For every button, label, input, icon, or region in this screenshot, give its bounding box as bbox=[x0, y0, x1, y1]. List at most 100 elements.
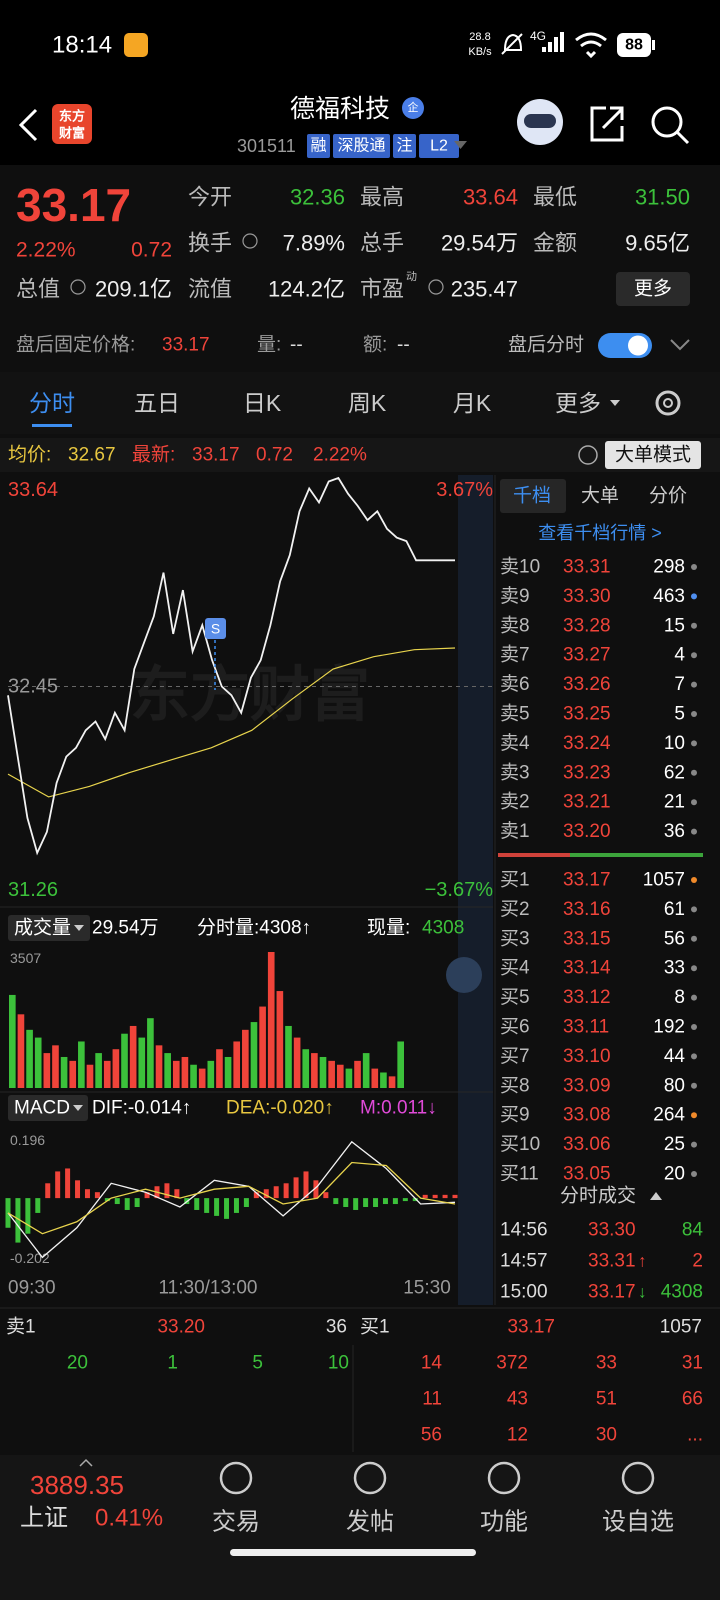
book-price: 33.17 bbox=[563, 870, 611, 891]
book-price: 33.10 bbox=[563, 1046, 611, 1067]
nav-item[interactable]: 设自选 bbox=[602, 1509, 674, 1536]
book-volume: 264 bbox=[653, 1105, 685, 1126]
queue-order: 56 bbox=[421, 1425, 442, 1446]
badge bbox=[402, 97, 424, 119]
volume-bar bbox=[380, 1072, 387, 1088]
search-icon[interactable] bbox=[651, 106, 683, 138]
book-dot bbox=[691, 652, 697, 659]
x-tick-label: 09:30 bbox=[8, 1278, 56, 1299]
nav-icon bbox=[621, 1461, 655, 1495]
book-link[interactable]: 查看千档行情 > bbox=[538, 523, 662, 543]
volume-bar bbox=[233, 1041, 241, 1088]
macd-bar bbox=[412, 1198, 418, 1202]
tab[interactable]: 五日 bbox=[134, 390, 180, 416]
book-tab[interactable]: 大单 bbox=[581, 485, 619, 507]
y-tick-label: -0.202 bbox=[10, 1250, 50, 1266]
volume-bar bbox=[388, 1076, 396, 1088]
net-unit: KB/s bbox=[468, 46, 492, 58]
macd-bar bbox=[65, 1168, 71, 1199]
book-price: 33.25 bbox=[563, 704, 611, 725]
latest-value: 33.17 bbox=[192, 445, 240, 466]
book-label: 买1 bbox=[500, 870, 530, 891]
book-dot bbox=[691, 799, 697, 806]
book-label: 卖5 bbox=[500, 703, 530, 725]
book-price: 33.08 bbox=[563, 1105, 611, 1126]
book-dot bbox=[691, 1082, 697, 1089]
queue-order: 1 bbox=[167, 1353, 178, 1374]
y-tick-label: 0.196 bbox=[10, 1132, 45, 1148]
book-price: 33.06 bbox=[563, 1134, 611, 1155]
after-hours-label: 额: bbox=[363, 334, 387, 356]
after-hours-label: 盘后固定价格: bbox=[16, 334, 135, 356]
book-price: 33.21 bbox=[563, 792, 611, 813]
book-price: 33.14 bbox=[563, 958, 611, 979]
book-price: 33.12 bbox=[563, 987, 611, 1008]
back-button[interactable] bbox=[18, 108, 38, 142]
volume-bar bbox=[95, 1053, 102, 1088]
queue-order: 14 bbox=[421, 1353, 443, 1374]
volume-bar bbox=[345, 1068, 353, 1088]
after-hours-value: -- bbox=[397, 335, 410, 356]
stock-code: 301511 bbox=[237, 136, 296, 156]
volume-bar bbox=[302, 1049, 310, 1088]
book-volume: 5 bbox=[674, 704, 685, 725]
book-dot bbox=[691, 1171, 697, 1177]
trades-toggle bbox=[650, 1192, 662, 1200]
macd-bar bbox=[204, 1198, 210, 1213]
signal-bar bbox=[560, 32, 564, 52]
field-value: 124.2亿 bbox=[268, 277, 345, 302]
book-dot bbox=[691, 965, 697, 972]
field-label: 换手 bbox=[188, 231, 232, 256]
tab[interactable]: 月K bbox=[453, 390, 492, 416]
book-volume: 15 bbox=[664, 615, 685, 636]
volume-bar bbox=[293, 1037, 301, 1088]
after-hours-zone bbox=[458, 475, 493, 1305]
book-label: 卖8 bbox=[500, 614, 530, 636]
logo bbox=[52, 104, 92, 144]
tab[interactable]: 更多 bbox=[555, 390, 601, 416]
settings-icon[interactable] bbox=[655, 390, 681, 416]
tab[interactable]: 周K bbox=[348, 390, 387, 416]
book-volume: 10 bbox=[664, 733, 685, 754]
macd-bar bbox=[293, 1177, 299, 1199]
volume-bar bbox=[129, 1025, 137, 1088]
book-tab[interactable]: 千档 bbox=[513, 485, 551, 507]
battery bbox=[617, 33, 651, 57]
level-volume: 1057 bbox=[660, 1317, 702, 1338]
field-label: 流值 bbox=[188, 277, 232, 302]
book-tab[interactable]: 分价 bbox=[649, 485, 687, 507]
book-volume: 192 bbox=[653, 1017, 685, 1038]
share-icon[interactable] bbox=[590, 106, 624, 142]
field-value: 209.1亿 bbox=[95, 277, 172, 302]
tab[interactable]: 日K bbox=[243, 390, 282, 416]
y-tick-label: 32.45 bbox=[8, 676, 58, 698]
tag-text: L2 bbox=[430, 138, 448, 155]
book-price: 33.11 bbox=[563, 1017, 609, 1038]
field-sup: 动 bbox=[406, 270, 417, 283]
macd-bar bbox=[363, 1198, 369, 1208]
nav-item[interactable]: 交易 bbox=[212, 1509, 260, 1536]
trades-bg bbox=[496, 1181, 720, 1305]
volume-bar bbox=[43, 1053, 51, 1088]
book-dot bbox=[691, 1141, 697, 1148]
book-volume: 21 bbox=[664, 792, 685, 813]
book-dot bbox=[691, 564, 697, 570]
book-dot bbox=[691, 877, 697, 883]
y-tick-label: 3507 bbox=[10, 950, 41, 966]
queue-order: 20 bbox=[67, 1353, 88, 1374]
field-label: 今开 bbox=[188, 185, 232, 210]
queue-order: 30 bbox=[596, 1425, 617, 1446]
book-label: 卖10 bbox=[500, 556, 540, 578]
network: 4G bbox=[530, 29, 546, 43]
macd-bar bbox=[392, 1198, 398, 1205]
level-label: 卖1 bbox=[6, 1316, 36, 1338]
nav-item[interactable]: 发帖 bbox=[346, 1509, 394, 1536]
book-dot bbox=[691, 906, 697, 913]
nav-item[interactable]: 功能 bbox=[480, 1509, 528, 1536]
field-value: 33.64 bbox=[463, 185, 518, 210]
selector-arrow bbox=[74, 925, 84, 931]
collapse-button[interactable] bbox=[446, 957, 482, 993]
nav-bg bbox=[0, 1455, 720, 1600]
level-price: 33.17 bbox=[507, 1317, 555, 1338]
tab[interactable]: 分时 bbox=[29, 390, 75, 416]
